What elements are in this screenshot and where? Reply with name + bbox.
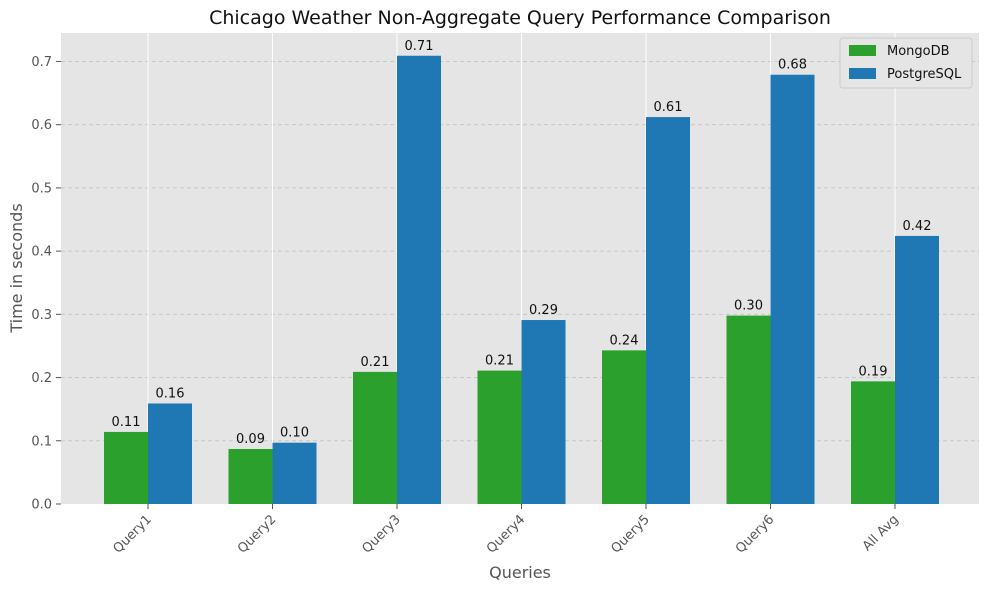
bar-postgresql-query2 [272, 442, 317, 504]
bar-postgresql-query5 [646, 117, 690, 504]
x-tick-label: Query2 [235, 512, 279, 556]
bar-postgresql-all-avg [895, 235, 939, 505]
bar-mongodb-query1 [104, 431, 148, 504]
x-tick-label: All Avg [860, 512, 902, 554]
y-tick-label: 0.3 [31, 308, 52, 323]
y-tick-label: 0.6 [31, 118, 52, 133]
data-label: 0.21 [361, 355, 390, 370]
bar-postgresql-query1 [148, 403, 192, 504]
bar-postgresql-query6 [770, 74, 815, 505]
bars [104, 55, 939, 505]
data-label: 0.61 [654, 100, 683, 115]
legend-swatch-mongodb [849, 45, 876, 56]
bar-mongodb-query4 [477, 370, 522, 504]
chart-title: Chicago Weather Non-Aggregate Query Perf… [209, 7, 831, 29]
data-label: 0.11 [112, 415, 141, 430]
legend: MongoDB PostgreSQL [839, 37, 973, 89]
bar-mongodb-query2 [228, 448, 273, 504]
bar-postgresql-query4 [521, 320, 566, 504]
x-tick-label: Query3 [359, 512, 403, 556]
bar-mongodb-query5 [602, 350, 646, 504]
y-tick-label: 0.7 [31, 55, 52, 70]
y-tick-label: 0.1 [31, 434, 52, 449]
data-label: 0.30 [734, 299, 763, 314]
x-tick-label: Query5 [608, 512, 652, 556]
legend-label-postgresql: PostgreSQL [887, 67, 962, 82]
data-label: 0.42 [903, 219, 932, 234]
data-label: 0.10 [280, 426, 309, 441]
y-axis: 0.0 0.1 0.2 0.3 0.4 0.5 0.6 0.7 [31, 55, 61, 513]
bar-mongodb-query6 [726, 315, 771, 504]
x-tick-label: Query4 [484, 512, 528, 556]
bar-mongodb-all-avg [851, 381, 895, 504]
data-labels: 0.11 0.09 0.21 0.21 0.24 0.30 0.19 0.16 0.10 0.71… [112, 39, 932, 447]
x-axis: Query1 Query2 Query3 Query4 Query5 Query6 All … [110, 504, 902, 557]
data-label: 0.21 [485, 354, 514, 369]
x-axis-title: Queries [489, 563, 551, 582]
data-label: 0.24 [610, 333, 639, 348]
x-tick-label: Query1 [110, 512, 154, 556]
data-label: 0.68 [778, 58, 807, 73]
legend-swatch-postgresql [849, 68, 876, 79]
data-label: 0.09 [236, 432, 265, 447]
y-tick-label: 0.4 [31, 245, 52, 260]
legend-label-mongodb: MongoDB [887, 44, 950, 59]
data-label: 0.19 [859, 364, 888, 379]
x-tick-label: Query6 [733, 512, 777, 556]
data-label: 0.71 [405, 39, 434, 54]
y-tick-label: 0.0 [31, 498, 52, 513]
bar-mongodb-query3 [353, 371, 397, 504]
data-label: 0.29 [529, 303, 558, 318]
y-tick-label: 0.5 [31, 181, 52, 196]
bar-postgresql-query3 [397, 55, 441, 504]
data-label: 0.16 [156, 386, 185, 401]
y-axis-title: Time in seconds [7, 203, 26, 333]
y-tick-label: 0.2 [31, 371, 52, 386]
